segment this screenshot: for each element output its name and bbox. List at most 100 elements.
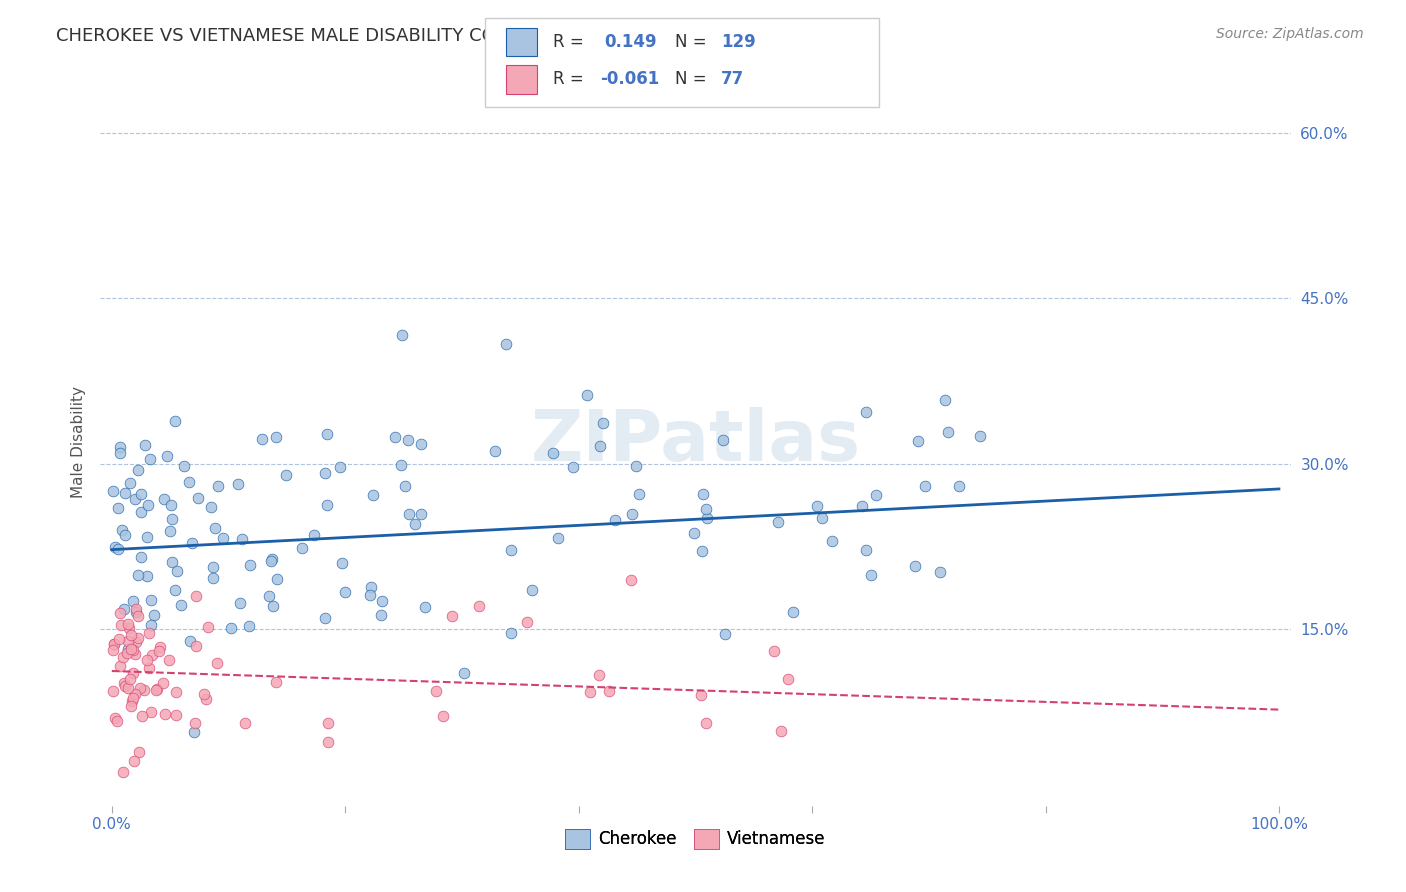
Cherokee: [122, 593, 145, 607]
Cherokee: [682, 526, 704, 541]
Cherokee: [114, 486, 136, 500]
Cherokee: [165, 583, 187, 598]
Cherokee: [398, 507, 420, 521]
Cherokee: [855, 543, 877, 558]
Vietnamese: [117, 621, 139, 635]
Vietnamese: [103, 711, 125, 725]
Cherokee: [314, 611, 336, 625]
Cherokee: [124, 605, 146, 619]
Vietnamese: [101, 684, 124, 698]
Cherokee: [239, 558, 262, 572]
Vietnamese: [165, 684, 187, 698]
Vietnamese: [148, 643, 170, 657]
Vietnamese: [776, 672, 799, 686]
Cherokee: [541, 446, 564, 460]
Vietnamese: [128, 745, 150, 759]
Cherokee: [811, 511, 834, 525]
Cherokee: [124, 491, 146, 506]
Cherokee: [499, 543, 522, 558]
Cherokee: [162, 512, 184, 526]
Cherokee: [136, 498, 159, 512]
Vietnamese: [125, 602, 148, 616]
Cherokee: [226, 477, 249, 491]
Vietnamese: [124, 647, 146, 661]
Cherokee: [904, 558, 927, 573]
Cherokee: [101, 484, 124, 499]
Cherokee: [264, 430, 287, 444]
Cherokee: [624, 458, 647, 473]
Vietnamese: [122, 691, 145, 706]
Vietnamese: [141, 648, 163, 663]
Vietnamese: [114, 679, 136, 693]
Vietnamese: [101, 643, 124, 657]
Vietnamese: [425, 684, 447, 698]
Cherokee: [260, 554, 283, 568]
Vietnamese: [120, 642, 142, 657]
Cherokee: [160, 555, 183, 569]
Cherokee: [391, 328, 413, 343]
Cherokee: [160, 498, 183, 512]
Cherokee: [136, 530, 159, 544]
Cherokee: [114, 528, 136, 542]
Cherokee: [129, 487, 152, 501]
Text: CHEROKEE VS VIETNAMESE MALE DISABILITY CORRELATION CHART: CHEROKEE VS VIETNAMESE MALE DISABILITY C…: [56, 27, 664, 45]
Cherokee: [314, 466, 336, 480]
Cherokee: [907, 434, 929, 449]
Vietnamese: [157, 653, 180, 667]
Cherokee: [371, 594, 394, 608]
Cherokee: [117, 641, 139, 656]
Cherokee: [934, 392, 956, 407]
Legend: Cherokee, Vietnamese: Cherokee, Vietnamese: [558, 822, 832, 855]
Cherokee: [396, 433, 419, 447]
Vietnamese: [138, 626, 160, 640]
Cherokee: [495, 336, 517, 351]
Cherokee: [187, 491, 209, 505]
Cherokee: [153, 492, 176, 507]
Cherokee: [173, 459, 195, 474]
Cherokee: [766, 515, 789, 529]
Vietnamese: [146, 681, 169, 696]
Vietnamese: [152, 676, 174, 690]
Text: 129: 129: [721, 33, 756, 51]
Cherokee: [333, 585, 356, 599]
Cherokee: [201, 571, 224, 585]
Vietnamese: [122, 642, 145, 657]
Text: R =: R =: [553, 70, 583, 88]
Cherokee: [131, 505, 153, 519]
Vietnamese: [149, 640, 172, 655]
Vietnamese: [235, 716, 257, 731]
Cherokee: [291, 541, 314, 555]
Cherokee: [692, 487, 714, 501]
Cherokee: [231, 533, 253, 547]
Cherokee: [384, 429, 406, 443]
Cherokee: [112, 602, 135, 616]
Cherokee: [929, 566, 952, 580]
Vietnamese: [193, 687, 215, 701]
Cherokee: [360, 580, 382, 594]
Cherokee: [821, 534, 844, 549]
Vietnamese: [121, 694, 143, 708]
Vietnamese: [112, 675, 135, 690]
Cherokee: [389, 458, 412, 472]
Cherokee: [855, 405, 877, 419]
Text: N =: N =: [675, 70, 706, 88]
Cherokee: [561, 459, 583, 474]
Cherokee: [409, 436, 432, 450]
Vietnamese: [468, 599, 491, 614]
Cherokee: [180, 535, 202, 549]
Vietnamese: [266, 675, 288, 690]
Vietnamese: [205, 657, 228, 671]
Vietnamese: [516, 615, 538, 630]
Cherokee: [484, 443, 506, 458]
Text: Source: ZipAtlas.com: Source: ZipAtlas.com: [1216, 27, 1364, 41]
Text: N =: N =: [675, 33, 706, 51]
Vietnamese: [579, 684, 602, 698]
Vietnamese: [316, 734, 339, 748]
Cherokee: [359, 588, 381, 602]
Vietnamese: [108, 658, 131, 673]
Vietnamese: [136, 653, 159, 667]
Cherokee: [274, 467, 297, 482]
Cherokee: [914, 478, 936, 492]
Cherokee: [714, 627, 737, 641]
Vietnamese: [197, 620, 219, 634]
